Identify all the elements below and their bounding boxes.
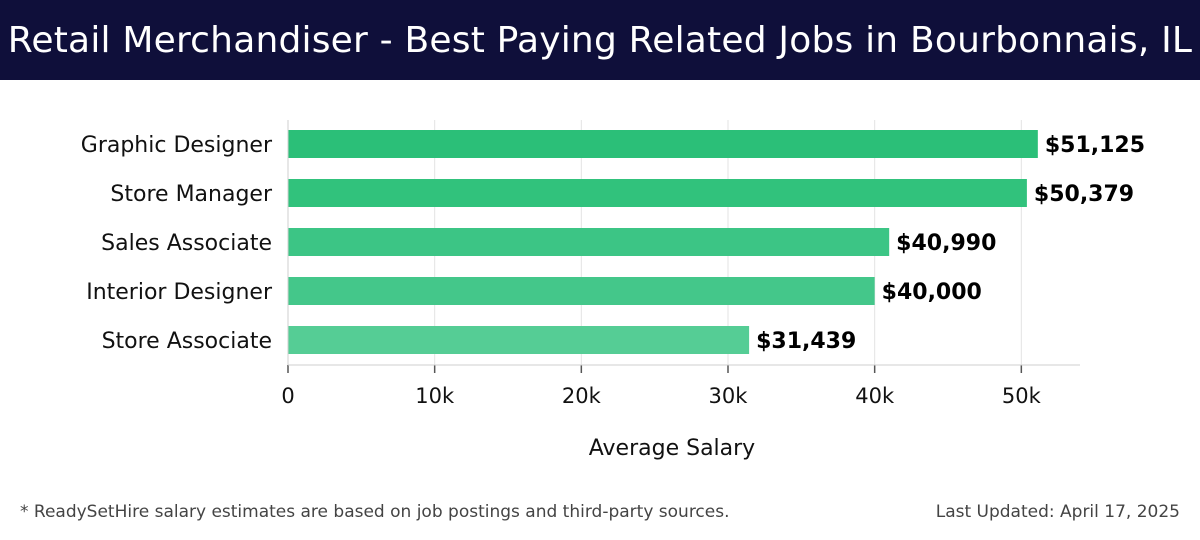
- x-tick-label: 30k: [709, 384, 749, 408]
- x-tick-label: 0: [281, 384, 294, 408]
- chart-title: Retail Merchandiser - Best Paying Relate…: [7, 19, 1193, 61]
- x-tick-label: 40k: [855, 384, 895, 408]
- category-label: Sales Associate: [101, 231, 272, 256]
- value-label: $31,439: [756, 329, 856, 354]
- x-axis-title: Average Salary: [589, 436, 755, 461]
- value-label: $40,000: [882, 280, 982, 305]
- x-tick-label: 20k: [562, 384, 602, 408]
- bar-chart: 0 10k 20k 30k 40k 50k Graphic Designer $51,125…: [81, 120, 1145, 461]
- category-label: Interior Designer: [86, 280, 273, 305]
- title-bar: Retail Merchandiser - Best Paying Relate…: [0, 0, 1200, 80]
- category-label: Graphic Designer: [81, 133, 273, 158]
- footer-note: * ReadySetHire salary estimates are base…: [20, 502, 730, 522]
- x-tick-label: 50k: [1002, 384, 1042, 408]
- category-label: Store Associate: [102, 329, 272, 354]
- bar: [288, 179, 1027, 207]
- value-label: $40,990: [896, 231, 996, 256]
- labels: Graphic Designer $51,125 Store Manager $50,…: [81, 133, 1145, 354]
- bars: [288, 130, 1038, 354]
- value-label: $50,379: [1034, 182, 1134, 207]
- bar: [288, 130, 1038, 158]
- bar: [288, 326, 750, 354]
- last-updated: Last Updated: April 17, 2025: [935, 502, 1180, 522]
- bar: [288, 277, 875, 305]
- category-label: Store Manager: [110, 182, 273, 207]
- x-axis: 0 10k 20k 30k 40k 50k: [281, 120, 1080, 408]
- x-tick-label: 10k: [415, 384, 455, 408]
- value-label: $51,125: [1045, 133, 1145, 158]
- bar: [288, 228, 890, 256]
